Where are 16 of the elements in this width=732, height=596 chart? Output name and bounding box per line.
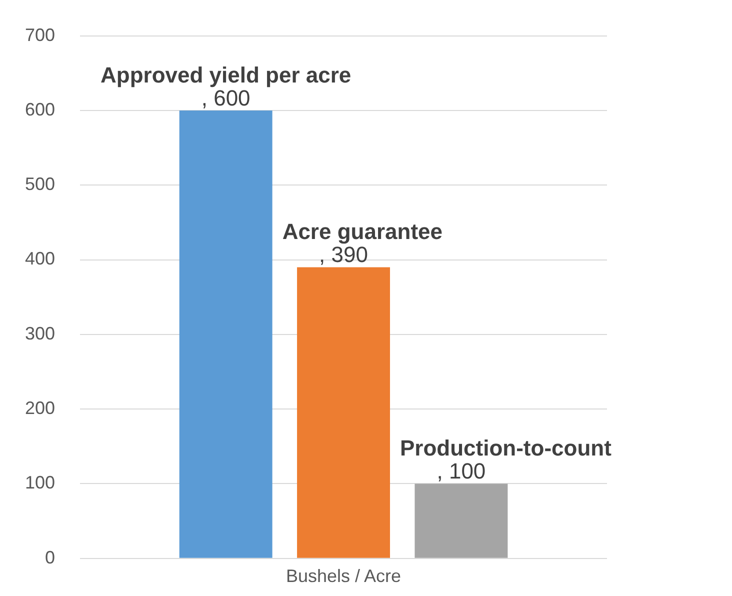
y-tick-label: 500 [24,174,56,194]
bar [297,267,390,558]
bar [179,110,272,558]
y-tick-label: 200 [24,398,56,418]
series-label: Production-to-count [400,436,612,461]
series-label: Approved yield per acre [100,62,352,88]
y-tick-label: 600 [24,99,56,120]
y-tick-label: 100 [24,472,56,493]
x-tick-label: Bushels / Acre [286,566,402,586]
y-tick-label: 700 [24,24,56,45]
y-tick-label: 400 [24,248,56,269]
y-tick-label: 300 [24,323,56,344]
bar [414,484,508,558]
data-label: , 100 [436,458,486,484]
series-label: Acre guarantee [282,219,442,244]
y-tick-label: 0 [45,547,56,568]
